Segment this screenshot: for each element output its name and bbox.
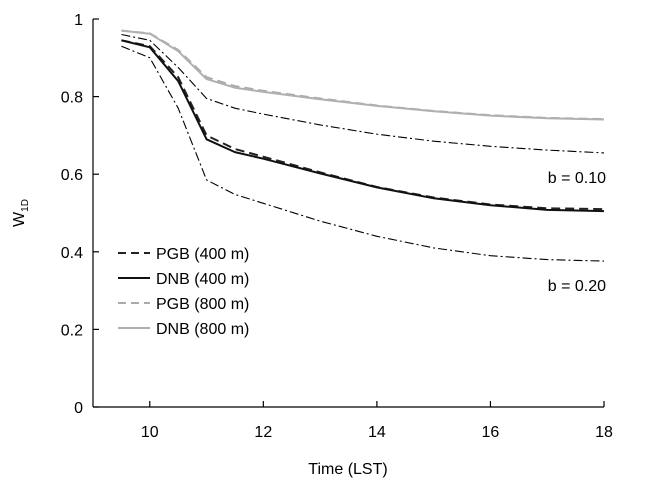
series-line-3 — [121, 29, 605, 121]
annotation-label-0: b = 0.10 — [548, 170, 606, 187]
y-tick-label: 0.6 — [61, 167, 83, 184]
x-axis-title: Time (LST) — [308, 461, 387, 478]
series-line-5 — [121, 45, 605, 262]
y-tick-label: 0.2 — [61, 322, 83, 339]
legend-label-0: PGB (400 m) — [156, 246, 249, 263]
series-line-2 — [121, 29, 605, 121]
y-tick-label: 1 — [74, 12, 83, 29]
y-axis-title-subscript: 1D — [20, 199, 31, 212]
x-tick-label: 16 — [482, 424, 500, 441]
y-tick-label: 0 — [74, 400, 83, 417]
x-tick-label: 18 — [595, 424, 613, 441]
y-tick-label: 0.8 — [61, 90, 83, 107]
y-axis-title: W1D — [11, 199, 31, 227]
legend-label-2: PGB (800 m) — [156, 296, 249, 313]
axes — [92, 19, 604, 408]
y-axis-title-main: W — [11, 211, 28, 227]
svg-text:W1D: W1D — [11, 199, 31, 227]
plot-lines — [121, 29, 605, 262]
series-line-1 — [121, 39, 605, 213]
legend: PGB (400 m) DNB (400 m) PGB (800 m) DNB (80… — [118, 246, 249, 338]
y-tick-label: 0.4 — [61, 245, 83, 262]
x-tick-label: 12 — [254, 424, 272, 441]
legend-label-1: DNB (400 m) — [156, 271, 249, 288]
ticks: 10 12 14 16 18 0 0.2 0.4 0.6 0.8 1 — [61, 12, 613, 441]
x-tick-label: 10 — [141, 424, 159, 441]
legend-label-3: DNB (800 m) — [156, 321, 249, 338]
series-line-4 — [121, 33, 605, 154]
x-tick-label: 14 — [368, 424, 386, 441]
annotation-label-1: b = 0.20 — [548, 278, 606, 295]
annotations: b = 0.10 b = 0.20 — [548, 170, 606, 295]
